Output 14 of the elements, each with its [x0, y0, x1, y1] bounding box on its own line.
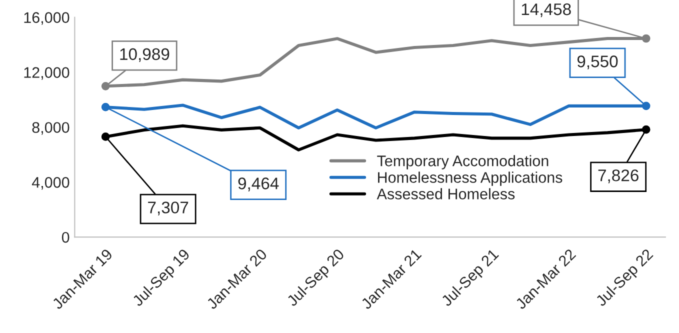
y-tick-label: 8,000: [32, 122, 70, 135]
legend-label: Homelessness Applications: [378, 172, 562, 186]
legend-label: Temporary Accomodation: [377, 155, 548, 170]
y-tick-label: 4,000: [32, 177, 70, 190]
annotation: 9,550: [577, 56, 618, 70]
y-tick-label: 0: [62, 232, 70, 243]
y-tick-label: 16,000: [24, 12, 70, 25]
annotation: 10,989: [120, 48, 170, 62]
annotation: 14,458: [522, 3, 571, 18]
legend-label: Assessed Homeless: [376, 188, 515, 200]
annotation: 9,464: [238, 178, 279, 192]
y-tick-label: 12,000: [24, 67, 70, 80]
annotation: 7,826: [598, 169, 638, 184]
annotation: 7,307: [148, 202, 188, 216]
